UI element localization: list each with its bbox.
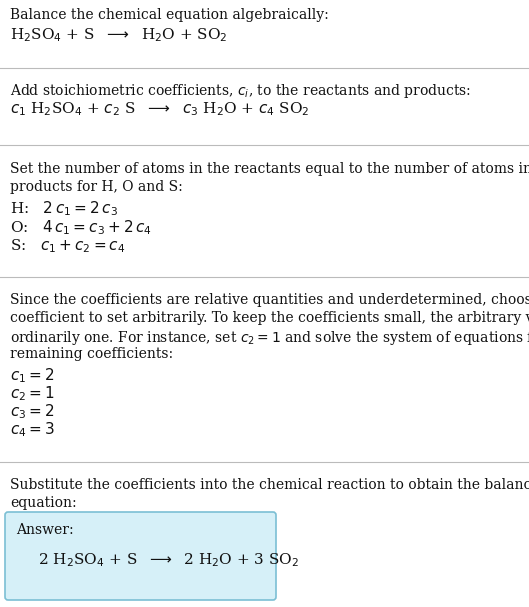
Text: 2 H$_2$SO$_4$ + S  $\longrightarrow$  2 H$_2$O + 3 SO$_2$: 2 H$_2$SO$_4$ + S $\longrightarrow$ 2 H$… [38,551,299,569]
Text: S:   $c_1 + c_2 = c_4$: S: $c_1 + c_2 = c_4$ [10,237,125,255]
Text: Balance the chemical equation algebraically:: Balance the chemical equation algebraica… [10,8,329,22]
Text: coefficient to set arbitrarily. To keep the coefficients small, the arbitrary va: coefficient to set arbitrarily. To keep … [10,311,529,325]
Text: Since the coefficients are relative quantities and underdetermined, choose a: Since the coefficients are relative quan… [10,293,529,307]
Text: products for H, O and S:: products for H, O and S: [10,180,183,194]
Text: $c_1 = 2$: $c_1 = 2$ [10,366,54,385]
Text: Answer:: Answer: [16,523,74,537]
Text: $c_2 = 1$: $c_2 = 1$ [10,384,54,402]
Text: $c_4 = 3$: $c_4 = 3$ [10,420,55,439]
Text: H$_2$SO$_4$ + S  $\longrightarrow$  H$_2$O + SO$_2$: H$_2$SO$_4$ + S $\longrightarrow$ H$_2$O… [10,26,227,44]
Text: equation:: equation: [10,496,77,510]
Text: Add stoichiometric coefficients, $c_i$, to the reactants and products:: Add stoichiometric coefficients, $c_i$, … [10,82,471,100]
Text: Substitute the coefficients into the chemical reaction to obtain the balanced: Substitute the coefficients into the che… [10,478,529,492]
Text: H:   $2\,c_1 = 2\,c_3$: H: $2\,c_1 = 2\,c_3$ [10,199,118,218]
Text: Set the number of atoms in the reactants equal to the number of atoms in the: Set the number of atoms in the reactants… [10,162,529,176]
Text: $c_1$ H$_2$SO$_4$ + $c_2$ S  $\longrightarrow$  $c_3$ H$_2$O + $c_4$ SO$_2$: $c_1$ H$_2$SO$_4$ + $c_2$ S $\longrighta… [10,100,309,118]
Text: remaining coefficients:: remaining coefficients: [10,347,173,361]
Text: O:   $4\,c_1 = c_3 + 2\,c_4$: O: $4\,c_1 = c_3 + 2\,c_4$ [10,218,152,237]
Text: ordinarily one. For instance, set $c_2 = 1$ and solve the system of equations fo: ordinarily one. For instance, set $c_2 =… [10,329,529,347]
Text: $c_3 = 2$: $c_3 = 2$ [10,402,54,421]
FancyBboxPatch shape [5,512,276,600]
